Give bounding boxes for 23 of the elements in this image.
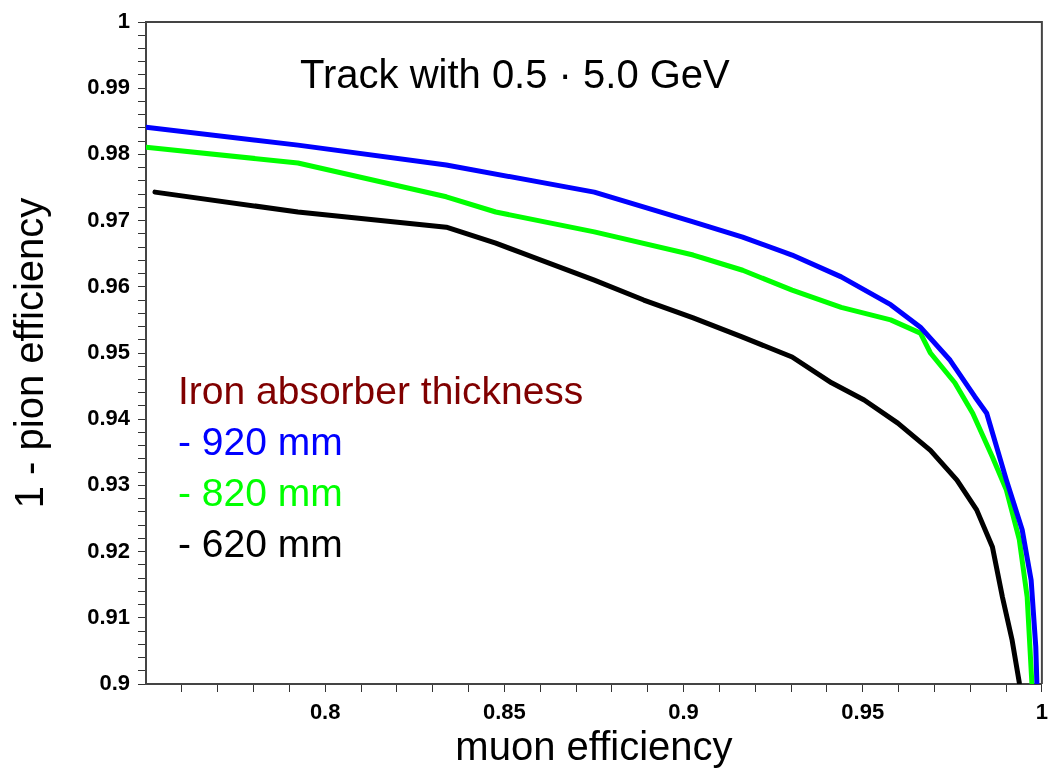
text: Track with 0.5 · 5.0 GeV [300,52,730,97]
y-tick-label: 0.91 [87,603,130,629]
y-tick-label: 0.95 [87,339,130,365]
x-tick-label: 0.9 [668,699,699,725]
text: - 620 mm [178,521,344,567]
x-axis-title: muon efficiency [455,724,733,769]
x-tick-label: 1 [1035,699,1049,725]
x-tick-label: 0.85 [482,699,526,725]
y-tick-label: 0.92 [87,537,130,563]
y-tick-label: 1 [117,8,130,34]
y-tick-label: 0.96 [87,272,130,298]
y-tick-label: 0.9 [99,670,130,696]
y-tick-label: 0.99 [87,74,130,100]
text: - 820 mm [178,470,344,516]
x-tick-label: 0.8 [309,699,341,725]
x-tick-label: 0.95 [841,699,885,725]
y-tick-label: 0.93 [87,471,130,497]
y-tick-label: 0.94 [87,405,131,431]
legend-title: Iron absorber thickness [178,368,584,414]
y-tick-label: 0.98 [87,140,130,166]
text: - 920 mm [178,419,344,465]
y-tick-label: 0.97 [87,206,130,232]
y-axis-title: 1 - pion efficiency [7,197,52,509]
